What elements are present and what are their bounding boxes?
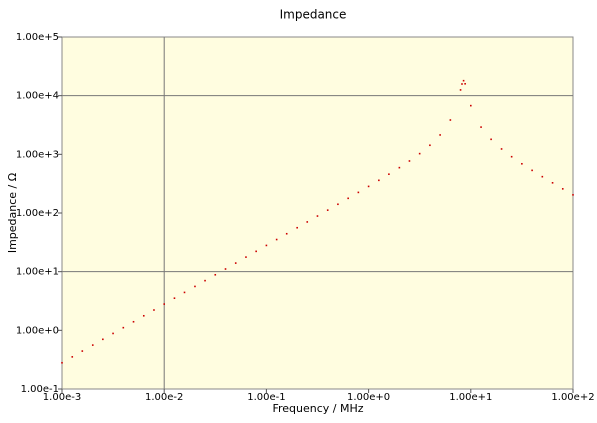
data-point (102, 338, 104, 341)
data-point (461, 83, 463, 85)
data-point (531, 169, 533, 172)
y-tick-label: 1.00e+4 (16, 91, 59, 102)
data-point (194, 285, 196, 288)
data-point (234, 262, 237, 264)
data-point (462, 79, 465, 82)
y-tick-label: 1.00e+0 (16, 325, 59, 336)
data-point (439, 134, 441, 136)
chart-title: Impedance (280, 8, 347, 22)
data-point (378, 179, 380, 182)
data-point (316, 215, 319, 217)
data-point (541, 175, 544, 178)
data-point (429, 144, 431, 147)
data-point (306, 221, 309, 223)
data-point (142, 314, 145, 317)
data-point (122, 326, 125, 329)
data-point (285, 232, 288, 235)
data-point (326, 209, 329, 211)
data-point (296, 226, 298, 229)
data-point (521, 162, 523, 165)
data-point (464, 82, 466, 85)
data-point (500, 148, 503, 150)
plot-area (61, 36, 574, 390)
data-point (490, 138, 492, 141)
data-point (214, 273, 217, 276)
x-tick-label: 1.00e+2 (551, 392, 594, 403)
data-point (91, 344, 94, 346)
x-tick-label: 1.00e+1 (449, 392, 492, 403)
y-axis-label: Impedance / Ω (6, 173, 19, 253)
data-point (265, 244, 268, 247)
data-point (61, 361, 63, 364)
data-point (153, 309, 155, 311)
data-point (398, 166, 401, 169)
data-point (480, 126, 482, 128)
data-point (224, 268, 227, 270)
data-point (459, 89, 462, 91)
data-point (255, 250, 257, 253)
y-tick-label: 1.00e+1 (16, 267, 59, 278)
data-point (572, 194, 574, 196)
data-point (418, 152, 421, 155)
x-tick-label: 1.00e+0 (347, 392, 390, 403)
data-point (408, 160, 411, 162)
x-tick-label: 1.00e-1 (247, 392, 285, 403)
data-point (71, 356, 74, 358)
x-tick-label: 1.00e-3 (43, 392, 81, 403)
data-point (275, 238, 278, 241)
data-point (204, 279, 206, 282)
data-point (81, 350, 84, 352)
y-tick-label: 1.00e+2 (16, 208, 59, 219)
data-point (357, 191, 360, 194)
data-point (470, 104, 472, 107)
data-point (551, 182, 554, 184)
y-tick-label: 1.00e+3 (16, 149, 59, 160)
x-axis-label: Frequency / MHz (272, 402, 363, 415)
data-point (337, 203, 339, 206)
data-point (173, 297, 176, 299)
data-point (510, 155, 513, 158)
data-point (112, 332, 114, 335)
data-point (347, 197, 349, 200)
y-tick-label: 1.00e+5 (16, 32, 59, 43)
data-point (245, 256, 247, 258)
data-point (367, 185, 370, 188)
data-point (561, 188, 564, 190)
data-point (132, 320, 135, 323)
data-point (388, 173, 390, 175)
data-point (163, 303, 165, 305)
x-tick-label: 1.00e-2 (145, 392, 183, 403)
data-point (449, 119, 452, 121)
y-tick-label: 1.00e-1 (21, 384, 59, 395)
data-point (183, 291, 186, 294)
